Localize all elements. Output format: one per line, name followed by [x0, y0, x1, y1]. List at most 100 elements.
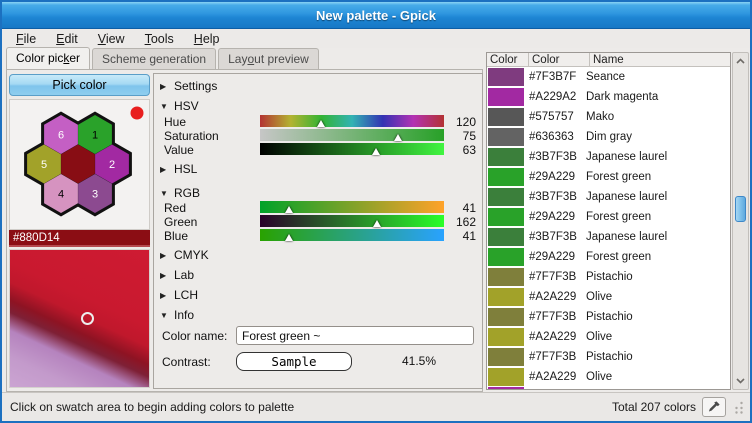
tab-color-picker[interactable]: Color picker	[6, 47, 91, 69]
slider-thumb[interactable]	[372, 220, 381, 227]
color-name: Olive	[586, 291, 613, 303]
hex-swatch-center[interactable]	[61, 144, 95, 184]
contrast-sample-button[interactable]: Sample	[236, 352, 352, 371]
hue-slider[interactable]	[260, 115, 444, 127]
expander-collapsed-icon: ▶	[160, 164, 167, 174]
table-row[interactable]: #A229A2 Dark magenta	[487, 87, 730, 107]
screen-magnifier-swatch[interactable]	[9, 249, 150, 388]
tab-layout-preview[interactable]: Layout preview	[218, 48, 319, 69]
table-row[interactable]: #7F7F3B Pistachio	[487, 347, 730, 367]
color-wheel-area[interactable]: 1 2 3 4 5 6	[9, 99, 150, 230]
green-label: Green	[164, 215, 198, 229]
expander-cmyk[interactable]: ▶ CMYK	[160, 248, 209, 262]
title-bar[interactable]: New palette - Gpick	[2, 2, 750, 29]
status-message: Click on swatch area to begin adding col…	[10, 400, 295, 414]
slider-thumb[interactable]	[285, 206, 294, 213]
color-swatch	[488, 288, 524, 306]
expander-settings[interactable]: ▶ Settings	[160, 79, 218, 93]
status-bar: Click on swatch area to begin adding col…	[2, 392, 750, 421]
current-color-hex-bar[interactable]: #880D14	[9, 230, 150, 247]
table-row-partial[interactable]	[488, 387, 524, 389]
color-swatch	[488, 168, 524, 186]
green-slider[interactable]	[260, 215, 444, 227]
expander-collapsed-icon: ▶	[160, 81, 167, 91]
table-row[interactable]: #636363 Dim gray	[487, 127, 730, 147]
expander-rgb[interactable]: ▼ RGB	[160, 186, 201, 200]
hex-swatch-6[interactable]	[44, 115, 78, 154]
table-row[interactable]: #29A229 Forest green	[487, 207, 730, 227]
expander-info[interactable]: ▼ Info	[160, 308, 195, 322]
expander-expanded-icon: ▼	[160, 101, 168, 111]
hex-swatch-3[interactable]	[78, 174, 112, 213]
saturation-slider[interactable]	[260, 129, 444, 141]
table-row[interactable]: #3B7F3B Japanese laurel	[487, 187, 730, 207]
pick-color-button[interactable]: Pick color	[9, 74, 150, 96]
scroll-up-button[interactable]	[733, 53, 748, 69]
menu-help[interactable]: Help	[193, 31, 220, 46]
value-value: 63	[462, 143, 476, 157]
slider-thumb[interactable]	[371, 148, 380, 155]
color-name: Japanese laurel	[586, 151, 668, 163]
color-hex: #7F7F3B	[529, 351, 577, 363]
scroll-down-button[interactable]	[733, 373, 748, 389]
table-row[interactable]: #7F7F3B Pistachio	[487, 307, 730, 327]
hex-swatch-1[interactable]	[78, 115, 112, 154]
color-hex: #A2A229	[529, 291, 577, 303]
tab-bar: Color picker Scheme generation Layout pr…	[6, 47, 321, 69]
table-row[interactable]: #3B7F3B Japanese laurel	[487, 227, 730, 247]
color-name: Pistachio	[586, 351, 633, 363]
blue-slider[interactable]	[260, 229, 444, 241]
menu-file[interactable]: File	[16, 31, 37, 46]
expander-lch[interactable]: ▶ LCH	[160, 288, 199, 302]
table-row[interactable]: #A2A229 Olive	[487, 367, 730, 387]
color-name: Japanese laurel	[586, 231, 668, 243]
color-name: Olive	[586, 331, 613, 343]
color-swatch	[488, 68, 524, 86]
tab-scheme-generation[interactable]: Scheme generation	[92, 48, 217, 69]
color-swatch	[488, 108, 524, 126]
resize-grip[interactable]	[732, 400, 744, 414]
color-name: Dim gray	[586, 131, 633, 143]
hex-swatch-4[interactable]	[44, 174, 78, 213]
value-slider[interactable]	[260, 143, 444, 155]
expander-collapsed-icon: ▶	[160, 270, 167, 280]
menu-view[interactable]: View	[97, 31, 125, 46]
expander-hsv[interactable]: ▼ HSV	[160, 99, 199, 113]
hex-swatch-2[interactable]	[95, 144, 129, 184]
table-row[interactable]: #A2A229 Olive	[487, 287, 730, 307]
color-swatch	[488, 268, 524, 286]
chevron-down-icon	[736, 378, 745, 384]
palette-scrollbar[interactable]	[732, 52, 749, 390]
color-swatch	[488, 188, 524, 206]
table-row[interactable]: #3B7F3B Japanese laurel	[487, 147, 730, 167]
table-row[interactable]: #29A229 Forest green	[487, 167, 730, 187]
color-swatch	[488, 328, 524, 346]
table-row[interactable]: #575757 Mako	[487, 107, 730, 127]
expander-hsl[interactable]: ▶ HSL	[160, 162, 198, 176]
menu-edit[interactable]: Edit	[56, 31, 78, 46]
header-name[interactable]: Name	[593, 53, 624, 66]
color-name-input[interactable]: Forest green ~	[236, 326, 474, 345]
eyedropper-button[interactable]	[702, 397, 726, 417]
green-value: 162	[455, 215, 476, 229]
controls-panel: ▶ Settings ▼ HSV Hue 120 Saturation 75	[153, 73, 483, 389]
hex-swatch-5[interactable]	[27, 144, 61, 184]
scrollbar-thumb[interactable]	[735, 196, 746, 222]
slider-thumb[interactable]	[394, 134, 402, 141]
header-color-hex[interactable]: Color	[529, 53, 590, 66]
red-slider[interactable]	[260, 201, 444, 213]
table-row[interactable]: #7F3B7F Seance	[487, 67, 730, 87]
palette-list[interactable]: Color Color Name #7F3B7F Seance #A229A2 Da…	[486, 52, 731, 390]
slider-thumb[interactable]	[285, 234, 294, 241]
color-swatch	[488, 248, 524, 266]
table-row[interactable]: #29A229 Forest green	[487, 247, 730, 267]
table-row[interactable]: #7F7F3B Pistachio	[487, 267, 730, 287]
slider-thumb[interactable]	[317, 120, 326, 127]
menu-tools[interactable]: Tools	[144, 31, 174, 46]
color-hex: #3B7F3B	[529, 151, 577, 163]
table-row[interactable]: #A2A229 Olive	[487, 327, 730, 347]
expander-lab[interactable]: ▶ Lab	[160, 268, 195, 282]
header-color-swatch[interactable]: Color	[487, 53, 529, 66]
hue-label: Hue	[164, 115, 187, 129]
hexagon-color-wheel[interactable]: 1 2 3 4 5 6	[10, 100, 149, 229]
